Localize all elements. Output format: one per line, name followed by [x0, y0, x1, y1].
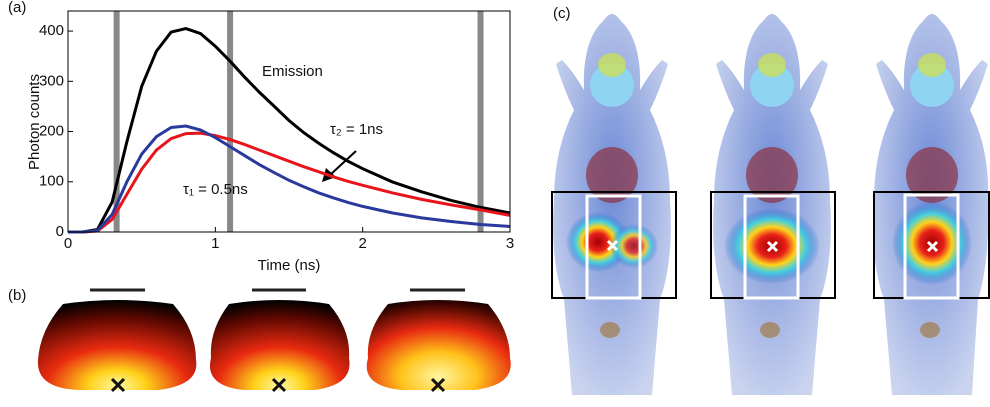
panel-label: (c)	[553, 5, 571, 22]
x-tick-label: 3	[506, 235, 514, 252]
series-line	[68, 133, 510, 232]
panel-label: (a)	[8, 0, 26, 16]
gate	[478, 11, 484, 232]
panel-b	[38, 290, 511, 391]
y-tick-label: 100	[39, 173, 64, 190]
figure: (a) (b) (c)	[0, 0, 990, 402]
x-tick-label: 2	[358, 235, 366, 252]
y-tick-label: 400	[39, 22, 64, 39]
y-tick-label: 300	[39, 72, 64, 89]
annotation: τ₂ = 1ns	[330, 121, 383, 138]
gate	[227, 11, 233, 232]
panel-label: (b)	[8, 287, 26, 304]
panel-c	[552, 14, 989, 395]
x-tick-label: 0	[64, 235, 72, 252]
y-tick-label: 200	[39, 123, 64, 140]
y-tick-label: 0	[56, 223, 64, 240]
annotation: Emission	[262, 63, 323, 80]
x-axis-label: Time (ns)	[258, 257, 321, 274]
x-tick-label: 1	[211, 235, 219, 252]
series-line	[68, 29, 510, 232]
annotation: τ₁ = 0.5ns	[183, 181, 248, 198]
